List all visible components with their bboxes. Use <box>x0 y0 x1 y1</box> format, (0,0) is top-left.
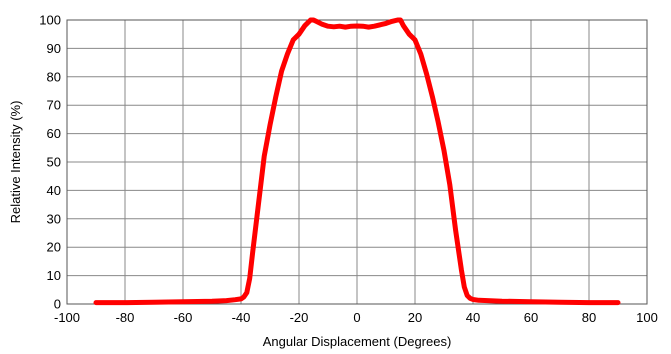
y-tick-label: 80 <box>47 69 61 84</box>
x-tick-label: 80 <box>582 310 596 325</box>
y-tick-label: 20 <box>47 240 61 255</box>
y-tick-label: 10 <box>47 268 61 283</box>
x-tick-label: -100 <box>54 310 80 325</box>
y-tick-label: 40 <box>47 183 61 198</box>
x-tick-label: 60 <box>524 310 538 325</box>
y-axis-title: Relative Intensity (%) <box>8 101 23 224</box>
plot-area-frame <box>66 19 648 305</box>
x-tick-label: -20 <box>290 310 309 325</box>
x-tick-label: 0 <box>353 310 360 325</box>
y-tick-label: 30 <box>47 211 61 226</box>
x-tick-label: -40 <box>232 310 251 325</box>
y-tick-label: 90 <box>47 41 61 56</box>
x-tick-label: 100 <box>636 310 658 325</box>
y-tick-label: 50 <box>47 155 61 170</box>
x-tick-label: -60 <box>174 310 193 325</box>
y-tick-label: 70 <box>47 98 61 113</box>
series-layer <box>93 17 621 306</box>
y-tick-label: 60 <box>47 126 61 141</box>
tick-labels: -100 -80 -60 -40 -20 0 20 40 60 80 100 0 10 20 30 40 50 6… <box>39 13 658 326</box>
x-tick-label: 40 <box>466 310 480 325</box>
y-tick-label: 100 <box>39 13 61 28</box>
grid <box>66 19 648 305</box>
series-line-0 <box>93 17 621 306</box>
x-axis-title: Angular Displacement (Degrees) <box>263 334 452 349</box>
x-tick-label: 20 <box>408 310 422 325</box>
y-tick-label: 0 <box>54 297 61 312</box>
x-tick-label: -80 <box>116 310 135 325</box>
